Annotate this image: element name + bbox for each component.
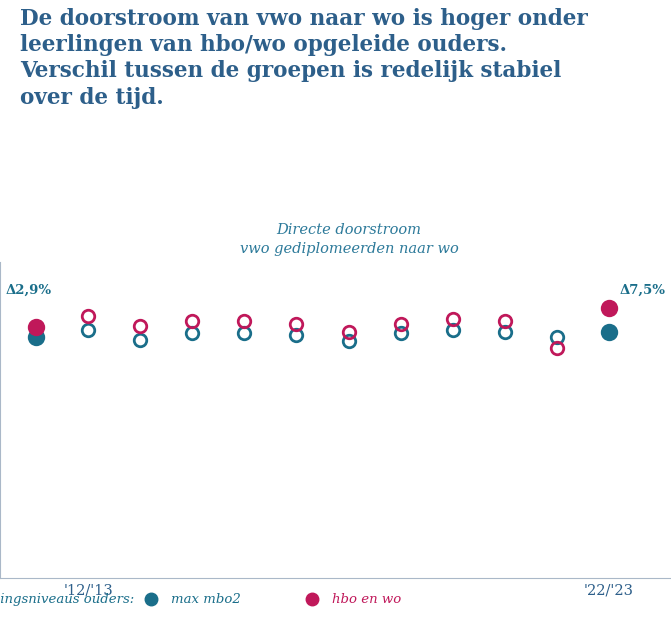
- Text: De doorstroom van vwo naar wo is hoger onder
leerlingen van hbo/wo opgeleide oud: De doorstroom van vwo naar wo is hoger o…: [20, 8, 588, 109]
- Text: max mbo2: max mbo2: [171, 592, 241, 606]
- Text: Directe doorstroom
vwo gediplomeerden naar wo: Directe doorstroom vwo gediplomeerden na…: [240, 222, 458, 256]
- Text: Δ7,5%: Δ7,5%: [620, 284, 666, 298]
- Text: Opleidingsniveaus ouders:: Opleidingsniveaus ouders:: [0, 592, 134, 606]
- Text: hbo en wo: hbo en wo: [332, 592, 401, 606]
- Text: Δ2,9%: Δ2,9%: [5, 284, 51, 298]
